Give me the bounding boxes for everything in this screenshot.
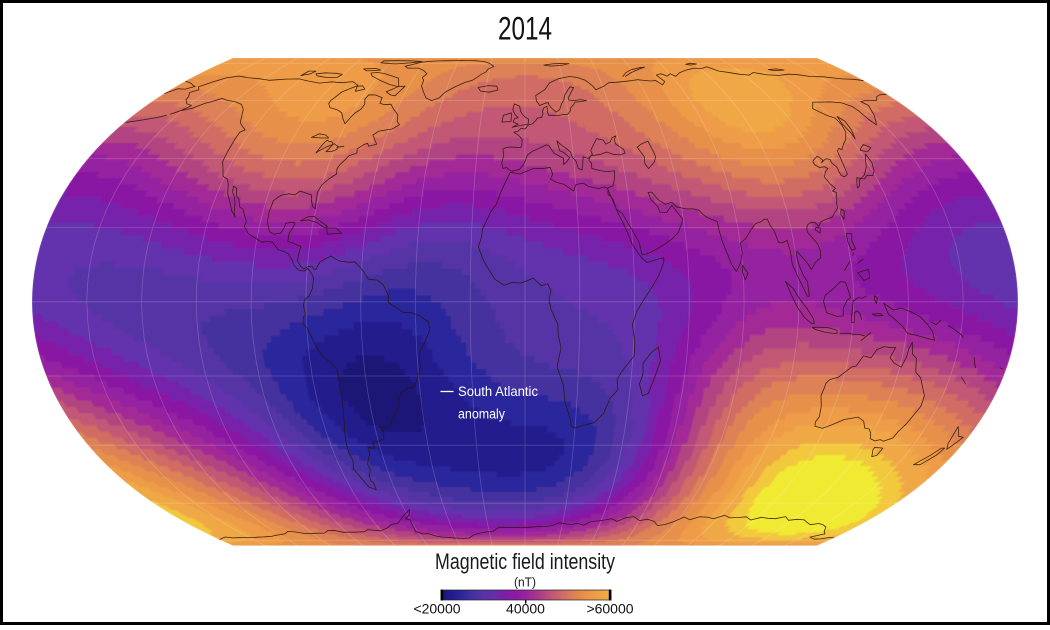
- svg-text:Magnetic field intensity: Magnetic field intensity: [435, 549, 615, 574]
- svg-text:(nT): (nT): [514, 575, 536, 590]
- svg-text:<20000: <20000: [413, 601, 460, 617]
- svg-text:South Atlantic: South Atlantic: [458, 384, 538, 399]
- svg-text:40000: 40000: [506, 601, 545, 617]
- svg-text:2014: 2014: [498, 11, 552, 47]
- svg-text:>60000: >60000: [586, 601, 633, 617]
- svg-text:anomaly: anomaly: [458, 407, 505, 422]
